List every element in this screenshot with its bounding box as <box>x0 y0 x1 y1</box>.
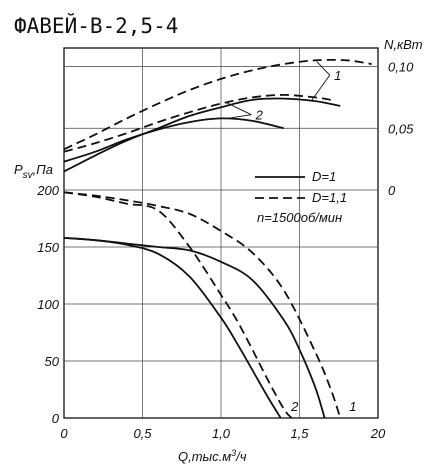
series-line-d11-left-1 <box>63 191 342 419</box>
left-tick-label: 200 <box>36 183 59 198</box>
leader-power-2-solid <box>227 114 252 119</box>
chart-title: ФАВЕЙ-В-2,5-4 <box>14 13 178 38</box>
x-tick-label: 1,5 <box>290 426 309 441</box>
left-tick-label: 150 <box>37 240 59 255</box>
left-tick-label: 0 <box>52 411 60 426</box>
series-line-d11-right-1 <box>63 58 372 151</box>
curve-label-pressure-1: 1 <box>349 399 356 414</box>
left-tick-label: 100 <box>37 297 59 312</box>
legend-note-speed: n=1500об/мин <box>257 210 342 225</box>
curve-labels: 2 1 1 2 <box>255 68 357 414</box>
x-tick-label: 0,5 <box>133 426 152 441</box>
right-axis-label: N,кВт <box>384 37 423 52</box>
left-axis-label-main: P <box>14 162 23 177</box>
left-tick-label: 50 <box>45 354 60 369</box>
right-tick-label: 0,05 <box>388 121 414 136</box>
right-tick-label: 0,10 <box>388 60 414 75</box>
x-axis-ticks: 0 0,5 1,0 1,5 20 <box>60 426 386 441</box>
x-tick-label: 20 <box>370 426 386 441</box>
x-axis-label: Q,тыс.м3/ч <box>178 448 247 464</box>
left-axis-label-sub: sv <box>23 170 34 181</box>
series-line-d1-right-2 <box>63 117 285 163</box>
left-axis-label: Psv,Па <box>14 162 53 181</box>
series-line-d11-right-2 <box>63 93 332 153</box>
legend-entry-d11: D=1,1 <box>312 190 347 205</box>
right-axis-ticks: 0 0,05 0,10 <box>388 60 414 198</box>
left-axis-ticks: 0 50 100 150 200 <box>36 183 59 426</box>
curve-label-leaders <box>225 61 331 119</box>
leader-power-1-solid <box>311 74 331 101</box>
left-axis-label-unit: ,Па <box>33 162 53 177</box>
curve-label-power-1: 1 <box>334 68 341 83</box>
grid <box>64 48 378 418</box>
legend-entry-d1: D=1 <box>312 169 336 184</box>
x-tick-label: 1,0 <box>212 426 231 441</box>
right-tick-label: 0 <box>388 183 396 198</box>
series-line-d1-left-1 <box>63 237 326 419</box>
leader-power-2-dashed <box>225 101 252 116</box>
curve-label-pressure-2: 2 <box>290 399 299 414</box>
x-tick-label: 0 <box>60 426 68 441</box>
series-line-d1-left-2 <box>63 237 282 419</box>
series-line-d11-left-2 <box>63 191 293 419</box>
leader-power-1-dashed <box>316 61 331 76</box>
curve-label-power-2: 2 <box>255 108 264 123</box>
series-line-d1-right-1 <box>63 97 341 173</box>
series-lines <box>63 58 372 419</box>
legend: D=1 D=1,1 n=1500об/мин <box>255 169 347 225</box>
